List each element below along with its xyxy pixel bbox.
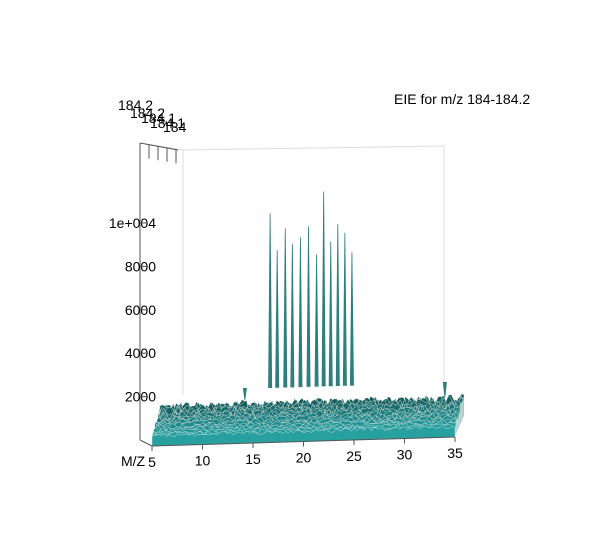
x-tick-label: 15: [245, 451, 261, 467]
x-tick-label: 25: [346, 448, 362, 464]
peak-mark: [268, 213, 273, 389]
x-tick-label: 35: [447, 445, 463, 461]
peak-mark: [306, 226, 311, 387]
peak-mark: [242, 387, 247, 400]
peak-mark: [321, 191, 326, 387]
peak-mark: [275, 250, 280, 388]
peak-mark: [314, 254, 319, 387]
x-tick-label: 30: [397, 447, 413, 463]
peak-mark: [328, 241, 333, 387]
depth-axis-line: [139, 439, 153, 447]
peak-mark: [442, 382, 447, 398]
z-tick-label: 184.1: [150, 115, 185, 131]
x-tick-label: 20: [296, 450, 312, 466]
x-tick-label: 10: [195, 453, 211, 469]
peak-mark: [283, 228, 288, 388]
peak-mark: [335, 224, 340, 387]
z-tick-label: 184.1: [141, 110, 176, 126]
z-axis-line: [139, 142, 179, 151]
x-axis-label: M/Z: [121, 453, 146, 469]
z-tick-label: 184.2: [130, 105, 165, 121]
peak-mark: [298, 237, 303, 388]
y-tick-label: 1e+004: [109, 215, 156, 231]
peak-mark: [290, 243, 295, 388]
z-tick-label: 184: [163, 119, 187, 135]
z-tick-label: 184.2: [118, 97, 153, 113]
back-top-edge: [182, 145, 445, 151]
peak-mark: [349, 252, 354, 386]
eie-surface: [151, 393, 465, 447]
chart-title: EIE for m/z 184-184.2: [394, 91, 531, 107]
x-tick-label: 5: [148, 454, 156, 470]
surface-ridge: [151, 425, 456, 447]
eie-peaks: [242, 191, 447, 400]
x-axis-ticks: 5 10 15 20 25 30 35: [148, 437, 463, 470]
peak-mark: [342, 232, 347, 386]
